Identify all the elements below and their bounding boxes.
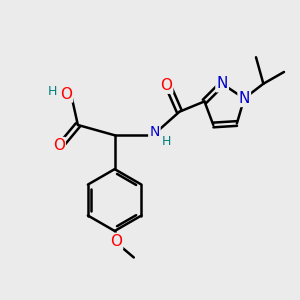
Text: O: O: [110, 234, 122, 249]
Text: H: H: [48, 85, 58, 98]
Text: N: N: [217, 76, 228, 91]
Text: O: O: [60, 87, 72, 102]
Text: O: O: [160, 78, 172, 93]
Text: O: O: [53, 138, 65, 153]
Text: N: N: [149, 125, 160, 139]
Text: H: H: [161, 135, 171, 148]
Text: N: N: [238, 91, 250, 106]
